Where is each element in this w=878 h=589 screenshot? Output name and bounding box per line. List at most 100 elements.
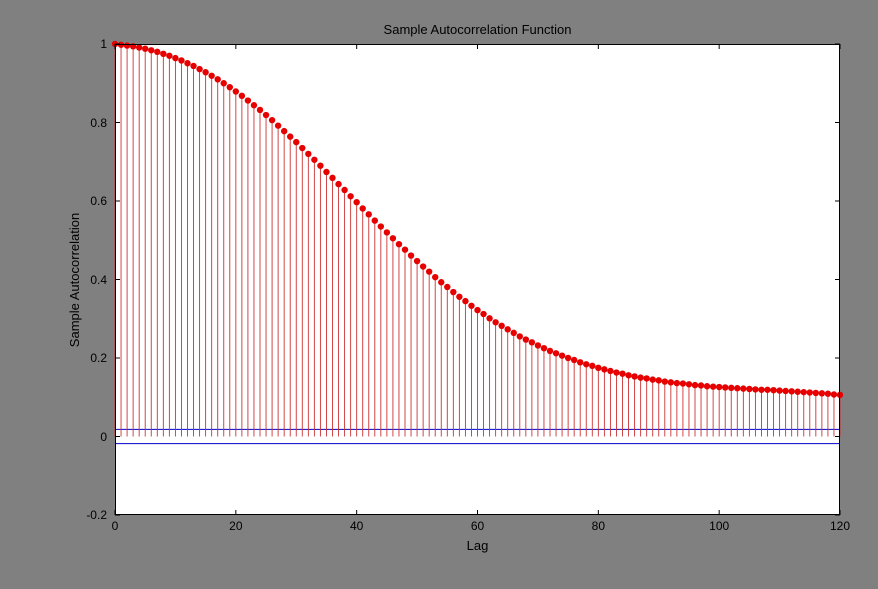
stem-marker <box>722 384 728 390</box>
stem-marker <box>680 380 686 386</box>
stem-marker <box>317 162 323 168</box>
chart-title: Sample Autocorrelation Function <box>115 22 840 37</box>
stem-marker <box>118 42 124 48</box>
stem-marker <box>498 323 504 329</box>
stem-marker <box>221 80 227 86</box>
stem-marker <box>245 97 251 103</box>
stem-marker <box>414 258 420 264</box>
stem-marker <box>752 386 758 392</box>
stem-marker <box>166 53 172 59</box>
stem-marker <box>486 315 492 321</box>
stem-marker <box>227 84 233 90</box>
y-tick-label: -0.2 <box>86 508 107 522</box>
stem-marker <box>692 382 698 388</box>
stem-marker <box>831 391 837 397</box>
stem-marker <box>746 386 752 392</box>
stem-marker <box>782 388 788 394</box>
stem-marker <box>650 376 656 382</box>
stem-marker <box>341 187 347 193</box>
stem-marker <box>734 385 740 391</box>
stem-marker <box>148 47 154 53</box>
stem-marker <box>480 311 486 317</box>
stem-marker <box>631 373 637 379</box>
x-tick-label: 100 <box>709 519 729 533</box>
x-tick-label: 40 <box>350 519 363 533</box>
stem-marker <box>589 363 595 369</box>
stem-marker <box>208 73 214 79</box>
stem-marker <box>535 342 541 348</box>
stem-marker <box>172 55 178 61</box>
stem-marker <box>154 49 160 55</box>
stem-marker <box>426 268 432 274</box>
stem-marker <box>384 229 390 235</box>
stem-marker <box>583 361 589 367</box>
y-axis-label: Sample Autocorrelation <box>67 145 82 279</box>
stem-marker <box>178 57 184 63</box>
x-axis-label: Lag <box>115 538 840 553</box>
stem-marker <box>637 374 643 380</box>
stem-marker <box>758 387 764 393</box>
stem-marker <box>492 319 498 325</box>
stem-marker <box>668 379 674 385</box>
stem-marker <box>390 235 396 241</box>
stem-marker <box>184 60 190 66</box>
stem-marker <box>819 390 825 396</box>
stem-marker <box>825 391 831 397</box>
stem-marker <box>541 345 547 351</box>
stem-marker <box>595 365 601 371</box>
stem-marker <box>293 139 299 145</box>
stem-marker <box>360 205 366 211</box>
stem-marker <box>607 368 613 374</box>
stem-marker <box>450 289 456 295</box>
stem-marker <box>716 384 722 390</box>
stem-marker <box>353 199 359 205</box>
stem-marker <box>788 388 794 394</box>
stem-marker <box>571 357 577 363</box>
stem-marker <box>257 107 263 113</box>
stem-marker <box>807 389 813 395</box>
stem-marker <box>728 385 734 391</box>
stem-marker <box>305 151 311 157</box>
stem-marker <box>420 263 426 269</box>
stem-marker <box>233 88 239 94</box>
stem-marker <box>366 211 372 217</box>
stem-marker <box>190 63 196 69</box>
x-tick-label: 120 <box>830 519 850 533</box>
stem-marker <box>239 93 245 99</box>
stem-marker <box>740 385 746 391</box>
stem-marker <box>686 381 692 387</box>
stem-marker <box>124 42 130 48</box>
x-tick-label: 60 <box>471 519 484 533</box>
stem-marker <box>263 112 269 118</box>
stem-marker <box>136 44 142 50</box>
stem-marker <box>559 352 565 358</box>
stem-marker <box>547 348 553 354</box>
y-tick-label: 0.2 <box>90 351 107 365</box>
stem-marker <box>347 193 353 199</box>
stem-marker <box>402 246 408 252</box>
stem-marker <box>601 366 607 372</box>
stem-marker <box>511 330 517 336</box>
stem-marker <box>456 294 462 300</box>
stem-marker <box>704 383 710 389</box>
y-tick-label: 0.4 <box>90 273 107 287</box>
stem-marker <box>517 333 523 339</box>
stem-marker <box>130 43 136 49</box>
stem-marker <box>462 298 468 304</box>
stem-marker <box>776 387 782 393</box>
stem-marker <box>770 387 776 393</box>
stem-marker <box>444 284 450 290</box>
stem-marker <box>311 157 317 163</box>
stem-marker <box>710 383 716 389</box>
stem-marker <box>269 117 275 123</box>
stem-marker <box>698 382 704 388</box>
stem-marker <box>323 169 329 175</box>
stem-marker <box>801 389 807 395</box>
stem-marker <box>625 372 631 378</box>
stem-marker <box>468 303 474 309</box>
stem-marker <box>837 392 843 398</box>
stem-marker <box>196 66 202 72</box>
stem-marker <box>287 133 293 139</box>
stem-marker <box>432 274 438 280</box>
stem-marker <box>662 378 668 384</box>
